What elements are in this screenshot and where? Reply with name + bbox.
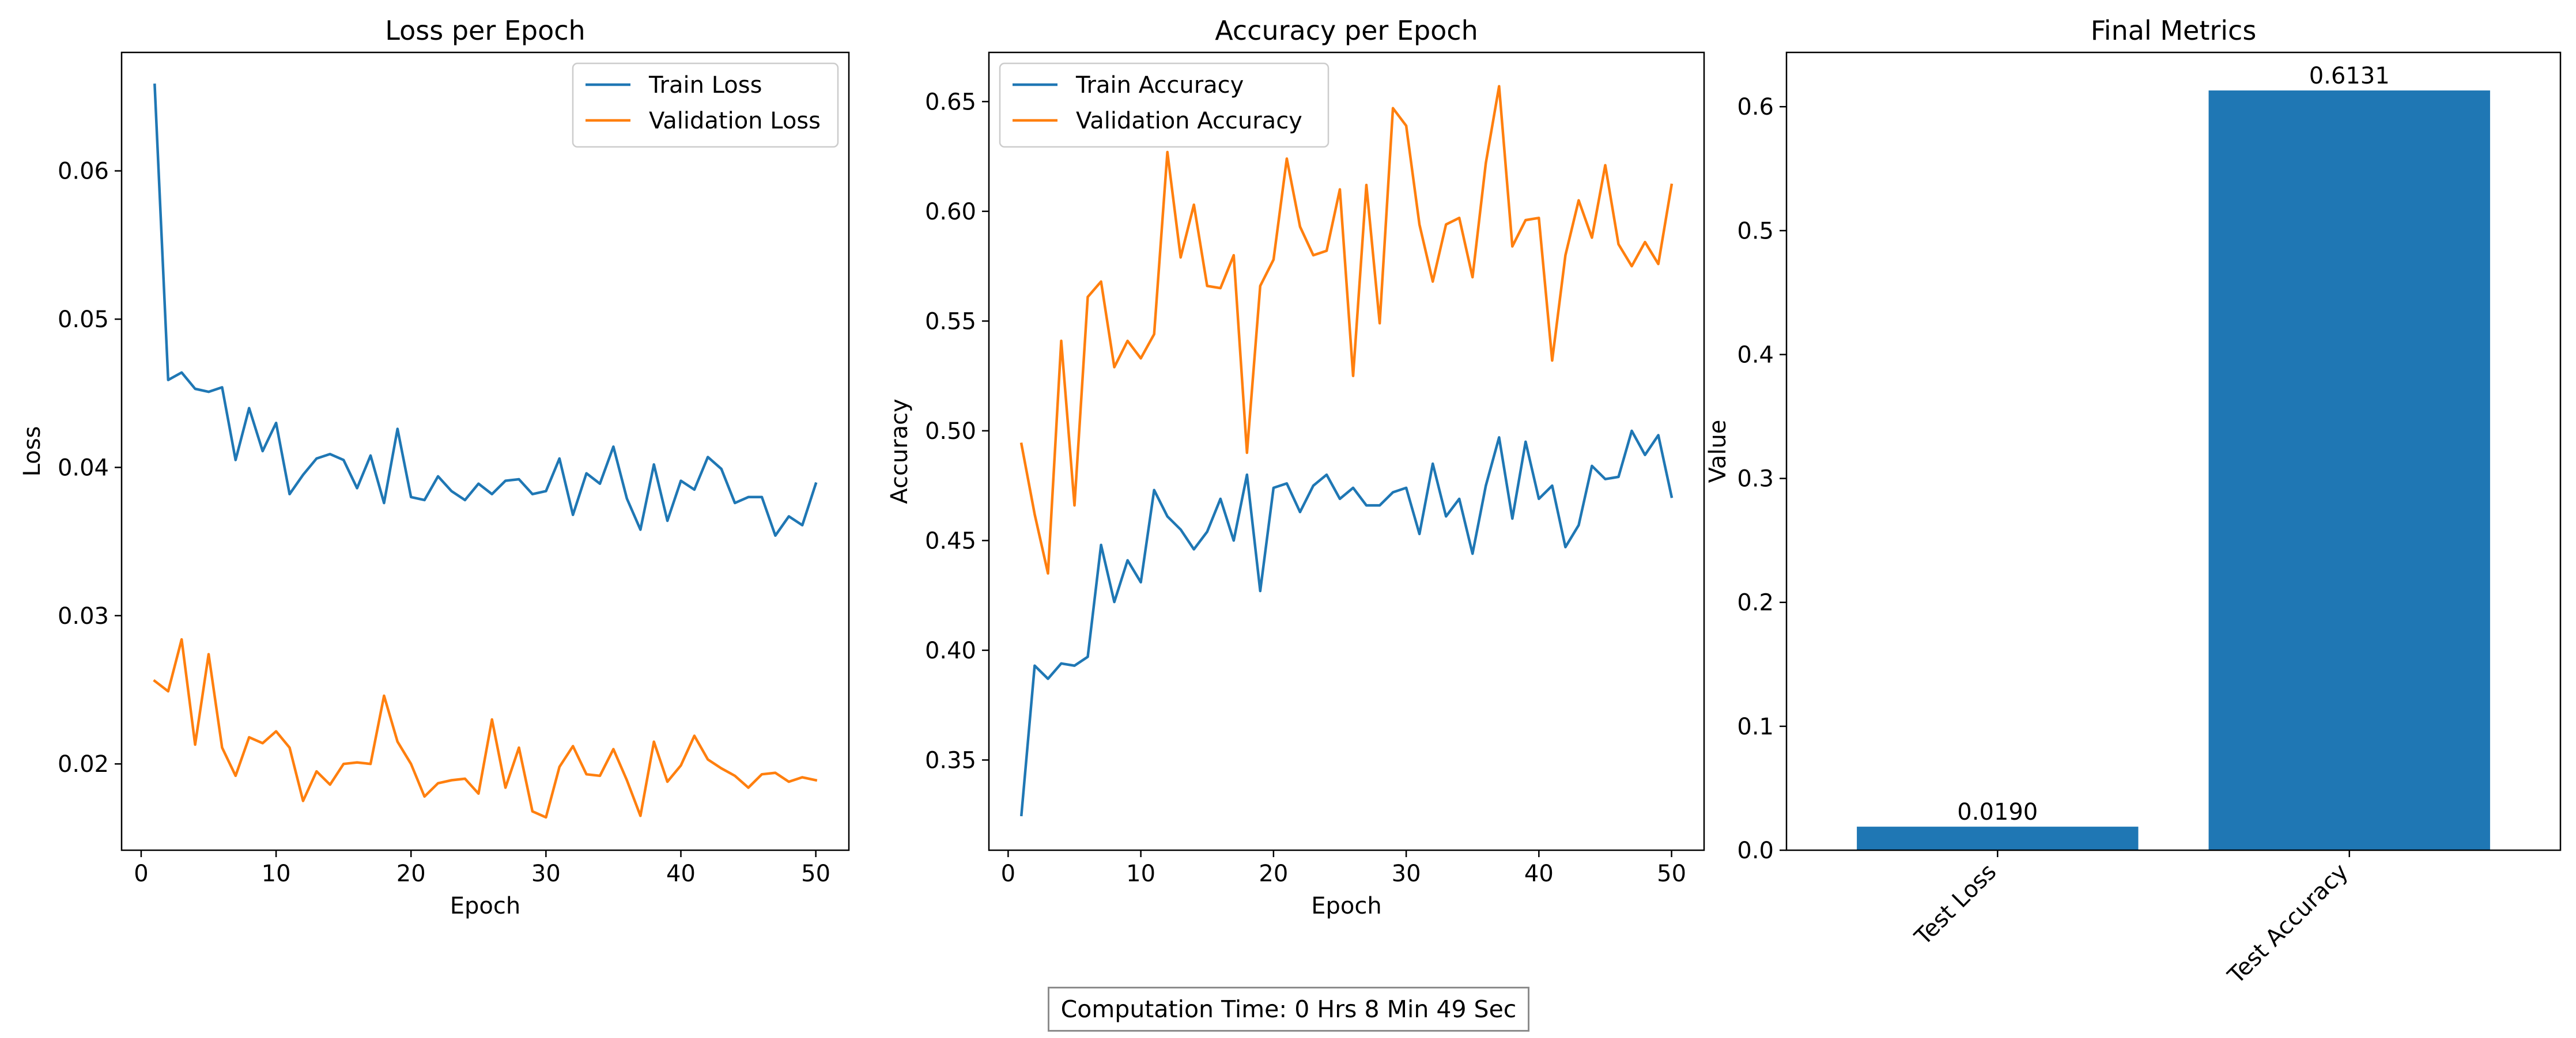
x-tick-label: 20 [396,861,426,887]
x-tick-label: Test Accuracy [2223,859,2354,990]
x-tick-label: 40 [1524,861,1554,887]
series-line-2 [1019,85,1674,575]
bar-value-label: 0.6131 [2309,63,2390,89]
y-tick-label: 0.55 [925,308,976,335]
y-tick-label: 0.06 [58,158,109,185]
chart-title: Loss per Epoch [385,15,585,46]
x-tick-label: Test Loss [1909,859,2001,951]
bar-2 [2208,90,2490,851]
series-line-2 [153,638,818,819]
series-line-1 [1019,429,1674,817]
y-tick-label: 0.1 [1737,714,1774,740]
computation-time-text: Computation Time: 0 Hrs 8 Min 49 Sec [1060,995,1517,1023]
x-tick-label: 0 [1001,861,1015,887]
x-tick-label: 0 [134,861,148,887]
legend-label: Train Loss [648,72,762,99]
y-axis-label: Value [1705,420,1731,483]
y-tick-label: 0.0 [1737,838,1774,864]
y-tick-label: 0.04 [58,454,109,481]
y-tick-label: 0.4 [1737,342,1774,368]
y-tick-label: 0.2 [1737,590,1774,616]
y-tick-label: 0.6 [1737,94,1774,120]
x-tick-label: 50 [801,861,830,887]
y-tick-label: 0.65 [925,89,976,115]
y-tick-label: 0.02 [58,751,109,778]
x-tick-label: 30 [1392,861,1421,887]
series-line-1 [153,84,818,537]
y-tick-label: 0.45 [925,528,976,554]
y-axis-label: Loss [19,426,46,477]
y-axis-label: Accuracy [886,399,913,504]
y-tick-label: 0.60 [925,199,976,225]
y-tick-label: 0.40 [925,638,976,664]
chart-2 [982,51,1705,857]
x-tick-label: 20 [1259,861,1288,887]
y-tick-label: 0.5 [1737,218,1774,244]
plot-frame [988,51,1705,851]
y-tick-label: 0.35 [925,747,976,774]
x-axis-label: Epoch [450,893,520,919]
legend-label: Validation Accuracy [1076,108,1302,134]
bar-value-label: 0.0190 [1957,799,2038,825]
x-tick-label: 50 [1657,861,1686,887]
chart-1 [115,51,850,857]
chart-title: Accuracy per Epoch [1215,15,1478,46]
chart-title: Final Metrics [2091,15,2257,46]
plot-frame [1785,51,2562,851]
chart-3 [1780,51,2562,857]
plot-frame [120,51,850,851]
x-tick-label: 10 [1126,861,1155,887]
computation-time-box: Computation Time: 0 Hrs 8 Min 49 Sec [1048,987,1529,1032]
legend-box [572,62,839,148]
y-tick-label: 0.05 [58,306,109,333]
y-tick-label: 0.03 [58,603,109,630]
x-axis-label: Epoch [1311,893,1381,919]
legend-box [999,62,1329,148]
legend-label: Validation Loss [649,108,821,134]
legend-label: Train Accuracy [1075,72,1244,99]
x-tick-label: 40 [666,861,696,887]
y-tick-label: 0.50 [925,418,976,445]
y-tick-label: 0.3 [1737,466,1774,493]
bar-1 [1857,827,2139,850]
x-tick-label: 10 [262,861,291,887]
x-tick-label: 30 [531,861,561,887]
